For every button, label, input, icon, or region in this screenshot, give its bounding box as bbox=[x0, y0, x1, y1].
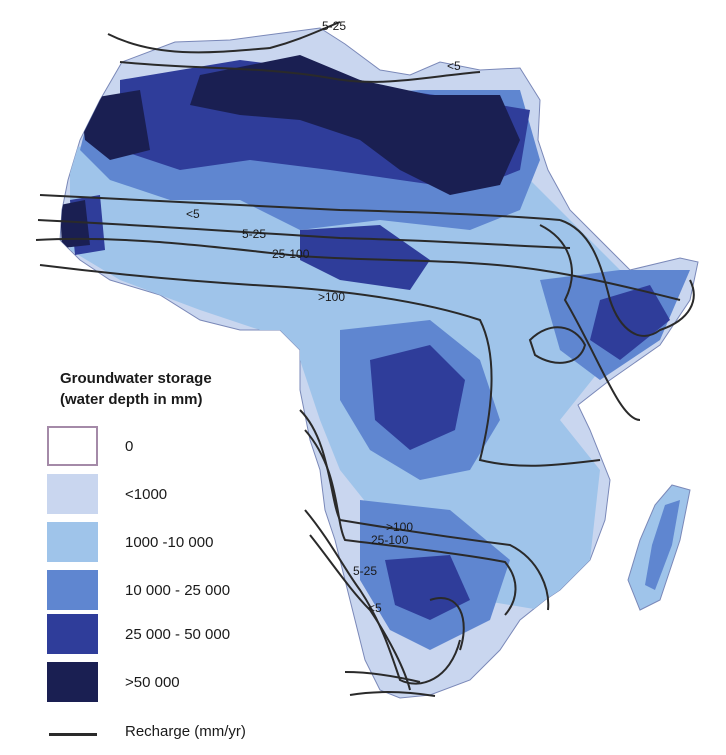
recharge-contour bbox=[344, 671, 421, 683]
legend-label: <1000 bbox=[125, 486, 168, 503]
contour-label: <5 bbox=[447, 59, 461, 73]
recharge-contour bbox=[39, 264, 601, 467]
legend-item: <1000 bbox=[47, 474, 307, 516]
storage-zone-highest bbox=[60, 200, 90, 248]
recharge-contour bbox=[107, 21, 341, 54]
recharge-contour bbox=[39, 194, 561, 221]
legend-item: 1000 -10 000 bbox=[47, 522, 307, 564]
legend-item: >50 000 bbox=[47, 662, 307, 704]
storage-zone-highest bbox=[190, 55, 520, 195]
recharge-contour bbox=[528, 326, 587, 364]
recharge-contour bbox=[304, 429, 517, 616]
legend-item: 25 000 - 50 000 bbox=[47, 614, 307, 656]
storage-zone-high bbox=[300, 225, 430, 290]
recharge-contour bbox=[304, 509, 461, 685]
recharge-contour bbox=[559, 219, 695, 337]
storage-zone-high bbox=[385, 555, 470, 620]
legend-swatch bbox=[47, 474, 98, 514]
contour-label: >100 bbox=[386, 520, 413, 534]
legend-label: 25 000 - 50 000 bbox=[125, 626, 231, 643]
contour-label: 5-25 bbox=[353, 564, 377, 578]
contour-label: 25-100 bbox=[371, 533, 409, 547]
recharge-contour bbox=[429, 597, 465, 651]
legend-swatch bbox=[47, 570, 98, 610]
recharge-contour bbox=[539, 224, 641, 421]
legend-swatch bbox=[47, 662, 98, 702]
storage-zone-high bbox=[370, 345, 465, 450]
contour-label: 5-25 bbox=[322, 19, 346, 33]
recharge-contours bbox=[35, 21, 695, 697]
legend-swatch bbox=[47, 614, 98, 654]
storage-zone-high bbox=[590, 285, 670, 360]
legend-recharge-line bbox=[49, 733, 97, 736]
recharge-contour bbox=[37, 219, 571, 249]
legend-label: 0 bbox=[125, 438, 134, 455]
legend-label: >50 000 bbox=[125, 674, 180, 691]
contour-label: 5-25 bbox=[242, 227, 266, 241]
legend-label: 10 000 - 25 000 bbox=[125, 582, 231, 599]
legend-recharge-item: Recharge (mm/yr) bbox=[47, 716, 347, 746]
legend-item: 0 bbox=[47, 426, 307, 468]
legend-item: 10 000 - 25 000 bbox=[47, 570, 307, 612]
recharge-contour bbox=[349, 691, 436, 697]
legend-title-line: (water depth in mm) bbox=[60, 391, 203, 408]
legend-recharge-label: Recharge (mm/yr) bbox=[125, 723, 246, 740]
recharge-contour bbox=[35, 237, 681, 301]
contour-label: >100 bbox=[318, 290, 345, 304]
legend-swatch bbox=[47, 426, 98, 466]
storage-zone-highest bbox=[80, 90, 150, 160]
legend-title-line: Groundwater storage bbox=[60, 370, 212, 387]
contour-label: <5 bbox=[186, 207, 200, 221]
legend-title: Groundwater storage (water depth in mm) bbox=[60, 368, 212, 410]
contour-label: 25-100 bbox=[272, 247, 310, 261]
legend-swatch bbox=[47, 522, 98, 562]
recharge-contour bbox=[309, 534, 411, 691]
recharge-contour bbox=[119, 61, 481, 83]
contour-label: <5 bbox=[368, 601, 382, 615]
legend-label: 1000 -10 000 bbox=[125, 534, 214, 551]
storage-zone-medium bbox=[645, 500, 680, 590]
